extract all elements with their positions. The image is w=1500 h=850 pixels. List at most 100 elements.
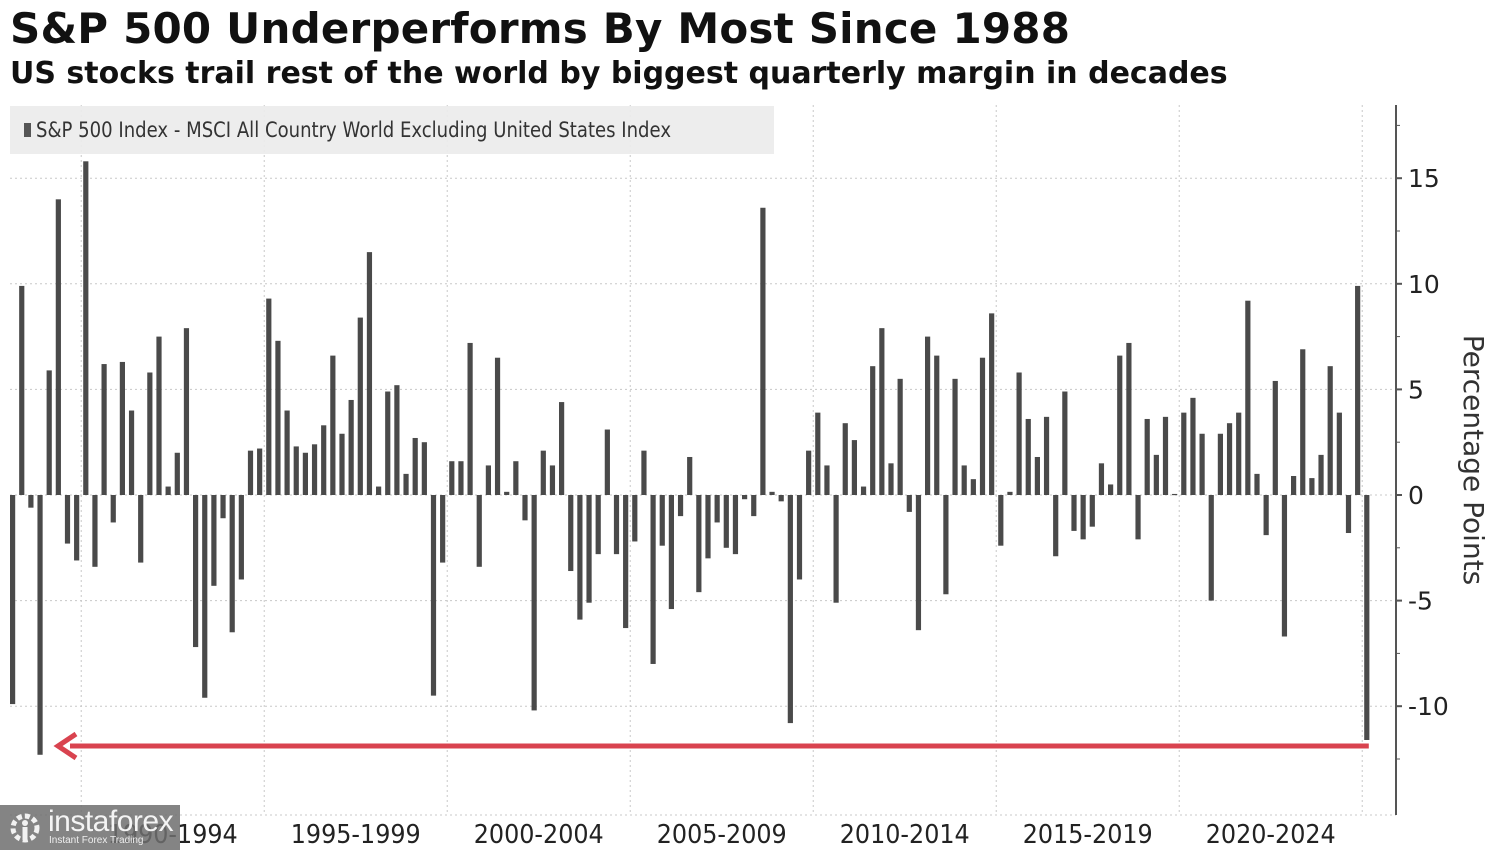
bar bbox=[650, 495, 656, 664]
bar bbox=[28, 495, 34, 508]
bar bbox=[293, 446, 299, 495]
x-tick-label: 1995-1999 bbox=[291, 820, 421, 850]
bar bbox=[833, 495, 839, 603]
x-tick-label: 2015-2019 bbox=[1023, 820, 1153, 850]
bar bbox=[696, 495, 702, 593]
bar bbox=[138, 495, 144, 563]
bar bbox=[586, 495, 592, 603]
bar bbox=[37, 495, 43, 755]
bar bbox=[183, 328, 190, 495]
bar bbox=[220, 495, 226, 519]
bar bbox=[1098, 463, 1105, 495]
bar bbox=[147, 372, 153, 495]
bar bbox=[366, 252, 373, 495]
bar bbox=[376, 486, 382, 495]
bar bbox=[55, 199, 61, 495]
bar bbox=[723, 495, 729, 548]
bar bbox=[705, 495, 711, 559]
bar bbox=[1053, 495, 1059, 557]
bar bbox=[64, 495, 71, 544]
y-tick-label: 10 bbox=[1408, 270, 1440, 299]
bar bbox=[257, 448, 263, 495]
bar bbox=[1355, 285, 1361, 495]
y-axis: 15 10 5 0 -5 -10 bbox=[1395, 105, 1449, 815]
bar bbox=[851, 440, 857, 495]
bar bbox=[559, 402, 565, 495]
bar bbox=[321, 425, 327, 495]
bar bbox=[1327, 366, 1333, 495]
bar bbox=[193, 495, 199, 648]
bar bbox=[623, 495, 629, 629]
bar bbox=[1190, 397, 1196, 495]
bar bbox=[787, 495, 793, 724]
bar bbox=[1199, 433, 1205, 495]
bar bbox=[659, 495, 665, 546]
bar bbox=[430, 495, 437, 696]
bar bbox=[1007, 491, 1013, 495]
bar bbox=[1126, 342, 1132, 495]
bar bbox=[440, 495, 446, 563]
y-tick-label: 0 bbox=[1408, 481, 1424, 510]
bar bbox=[1336, 412, 1342, 495]
bar bbox=[238, 495, 244, 580]
bar bbox=[1217, 433, 1223, 495]
bar bbox=[668, 495, 674, 610]
bar bbox=[110, 495, 116, 523]
bar bbox=[1318, 454, 1324, 495]
bar bbox=[778, 495, 784, 502]
bar bbox=[394, 385, 400, 495]
bar bbox=[1226, 423, 1233, 495]
watermark: instaforex Instant Forex Trading bbox=[0, 805, 180, 850]
bar bbox=[815, 412, 821, 495]
bar bbox=[1025, 418, 1031, 495]
bar bbox=[568, 495, 574, 572]
bar bbox=[1291, 475, 1297, 495]
bar bbox=[211, 495, 217, 586]
bar bbox=[540, 450, 546, 495]
bar bbox=[769, 491, 775, 495]
x-tick-label: 2000-2004 bbox=[474, 820, 604, 850]
x-tick-label: 2010-2014 bbox=[840, 820, 970, 850]
y-tick-label: 5 bbox=[1408, 375, 1424, 404]
bar bbox=[458, 461, 464, 495]
bar bbox=[842, 423, 848, 495]
bar bbox=[385, 391, 391, 495]
bar bbox=[577, 495, 583, 620]
bar bbox=[604, 429, 610, 495]
bar bbox=[485, 465, 491, 495]
bar bbox=[339, 433, 345, 495]
bar bbox=[302, 452, 308, 495]
bar bbox=[1162, 416, 1169, 495]
bar bbox=[1309, 478, 1315, 495]
bar bbox=[449, 461, 455, 495]
bar bbox=[998, 495, 1004, 546]
bar bbox=[229, 495, 235, 633]
bar bbox=[19, 285, 25, 495]
bar bbox=[1062, 391, 1068, 495]
bar bbox=[156, 336, 162, 495]
bar bbox=[760, 207, 766, 495]
bar bbox=[595, 495, 601, 555]
bar bbox=[10, 495, 16, 705]
bar bbox=[1181, 412, 1187, 495]
bar bbox=[494, 357, 501, 495]
bar bbox=[860, 486, 867, 495]
bar bbox=[632, 495, 638, 542]
bar bbox=[989, 313, 995, 495]
bar bbox=[677, 495, 684, 517]
bar bbox=[330, 355, 336, 495]
bar bbox=[1281, 495, 1288, 637]
bar bbox=[202, 495, 208, 698]
chart-subtitle: US stocks trail rest of the world by big… bbox=[10, 56, 1228, 91]
bar bbox=[476, 495, 482, 567]
bar bbox=[1135, 495, 1141, 540]
bar bbox=[504, 491, 510, 495]
bar bbox=[348, 399, 354, 495]
bar bbox=[275, 340, 281, 495]
legend: S&P 500 Index - MSCI All Country World E… bbox=[10, 106, 774, 154]
bar bbox=[531, 495, 537, 711]
bar bbox=[1208, 495, 1214, 601]
bar bbox=[412, 437, 418, 495]
bar bbox=[613, 495, 620, 555]
bar bbox=[1117, 355, 1123, 495]
